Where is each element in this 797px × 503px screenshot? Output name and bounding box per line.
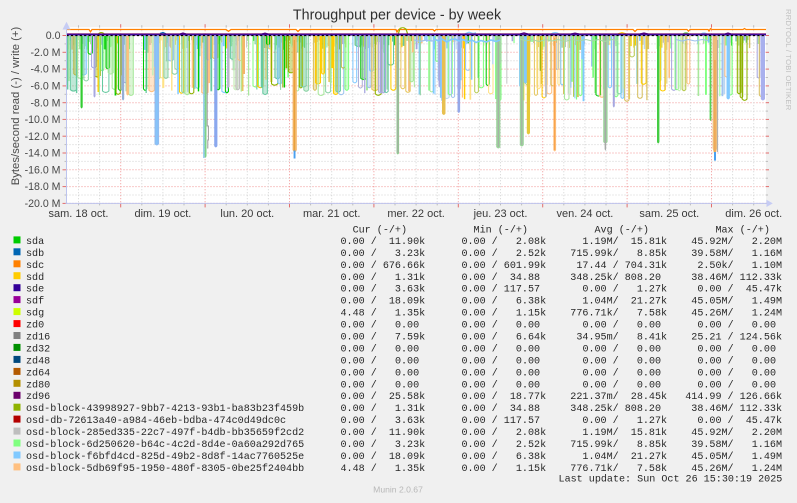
- svg-text:dim. 19 oct.: dim. 19 oct.: [134, 208, 191, 220]
- svg-text:zd16: zd16 0.00 / 7.59k 0.00 / 6.64k 34.95m/ 8…: [26, 332, 782, 344]
- svg-text:-12.0 M: -12.0 M: [25, 131, 61, 143]
- svg-text:mar. 21 oct.: mar. 21 oct.: [303, 208, 360, 220]
- svg-text:zd32: zd32 0.00 / 0.00 0.00 / 0.00 0.00 / 0.00…: [26, 343, 776, 355]
- svg-text:sam. 25 oct.: sam. 25 oct.: [639, 208, 699, 220]
- svg-text:sde: sde 0.00 / 3.63k 0.00 / 117.57 0.00 / 1.…: [26, 284, 782, 296]
- svg-text:-20.0 M: -20.0 M: [25, 198, 61, 210]
- svg-text:-2.0 M: -2.0 M: [30, 47, 60, 59]
- svg-text:osd-block-f6bfd4cd-825d-49b2-8: osd-block-f6bfd4cd-825d-49b2-8d8f-14ac77…: [26, 451, 782, 463]
- svg-text:zd96: zd96 0.00 / 25.58k 0.00 / 18.77k 221.37m…: [26, 391, 782, 403]
- svg-text:Throughput per device - by wee: Throughput per device - by week: [293, 8, 502, 24]
- svg-text:sdf: sdf 0.00 / 18.09k 0.00 / 6.38k 1.04M/ 21…: [26, 296, 782, 308]
- svg-text:zd48: zd48 0.00 / 0.00 0.00 / 0.00 0.00 / 0.00…: [26, 355, 776, 367]
- svg-text:-10.0 M: -10.0 M: [25, 114, 61, 126]
- svg-text:zd0: zd0 0.00 / 0.00 0.00 / 0.00 0.00 / 0.00 …: [26, 320, 776, 332]
- svg-text:-6.0 M: -6.0 M: [30, 81, 60, 93]
- svg-text:ven. 24 oct.: ven. 24 oct.: [556, 208, 613, 220]
- svg-text:Munin 2.0.67: Munin 2.0.67: [373, 485, 423, 495]
- svg-text:sdd: sdd 0.00 / 1.31k 0.00 / 34.88 348.25k/ 8…: [26, 272, 782, 284]
- svg-text:zd64: zd64 0.00 / 0.00 0.00 / 0.00 0.00 / 0.00…: [26, 367, 776, 379]
- svg-text:zd80: zd80 0.00 / 0.00 0.00 / 0.00 0.00 / 0.00…: [26, 379, 776, 391]
- svg-text:sdc: sdc 0.00 / 676.66k 0.00 / 601.99k 17.44 …: [26, 260, 782, 272]
- svg-text:sdg: sdg 4.48 / 1.35k 0.00 / 1.15k 776.71k/ 7…: [26, 308, 782, 320]
- svg-text:-16.0 M: -16.0 M: [25, 164, 61, 176]
- svg-text:jeu. 23 oct.: jeu. 23 oct.: [473, 208, 528, 220]
- svg-text:sdb: sdb 0.00 / 3.23k 0.00 / 2.52k 715.99k/ 8…: [26, 248, 782, 260]
- svg-text:osd-db-72613a40-a984-46eb-bdba: osd-db-72613a40-a984-46eb-bdba-474c0d49d…: [26, 415, 782, 427]
- svg-text:RRDTOOL / TOBI OETIKER: RRDTOOL / TOBI OETIKER: [784, 9, 793, 111]
- svg-text:-18.0 M: -18.0 M: [25, 181, 61, 193]
- svg-text:Cur (-/+) Min (-/+): Cur (-/+) Min (-/+) Avg (-/+) Max (-/+): [26, 224, 770, 236]
- svg-text:sam. 18 oct.: sam. 18 oct.: [49, 208, 109, 220]
- svg-text:lun. 20 oct.: lun. 20 oct.: [220, 208, 274, 220]
- svg-text:osd-block-43998927-9bb7-4213-9: osd-block-43998927-9bb7-4213-93b1-ba83b2…: [26, 403, 782, 415]
- svg-text:osd-block-6d250620-b64c-4c2d-8: osd-block-6d250620-b64c-4c2d-8d4e-0a60a2…: [26, 439, 782, 451]
- svg-text:Bytes/second read (-) / write: Bytes/second read (-) / write (+): [10, 27, 22, 186]
- svg-text:-8.0 M: -8.0 M: [30, 97, 60, 109]
- svg-text:0.0: 0.0: [46, 30, 61, 42]
- svg-text:osd-block-285ed335-22c7-497f-b: osd-block-285ed335-22c7-497f-b4db-bb3565…: [26, 427, 782, 439]
- svg-text:sda: sda 0.00 / 11.90k 0.00 / 2.08k 1.19M/ 15…: [26, 236, 782, 248]
- svg-text:-14.0 M: -14.0 M: [25, 148, 61, 160]
- svg-text:osd-block-5db69f95-1950-480f-8: osd-block-5db69f95-1950-480f-8305-0be25f…: [26, 463, 782, 475]
- svg-text:Last update: Sun Oct 26 15:30:: Last update: Sun Oct 26 15:30:19 2025: [559, 474, 783, 486]
- svg-text:dim. 26 oct.: dim. 26 oct.: [725, 208, 782, 220]
- svg-text:-4.0 M: -4.0 M: [30, 64, 60, 76]
- svg-text:mer. 22 oct.: mer. 22 oct.: [387, 208, 444, 220]
